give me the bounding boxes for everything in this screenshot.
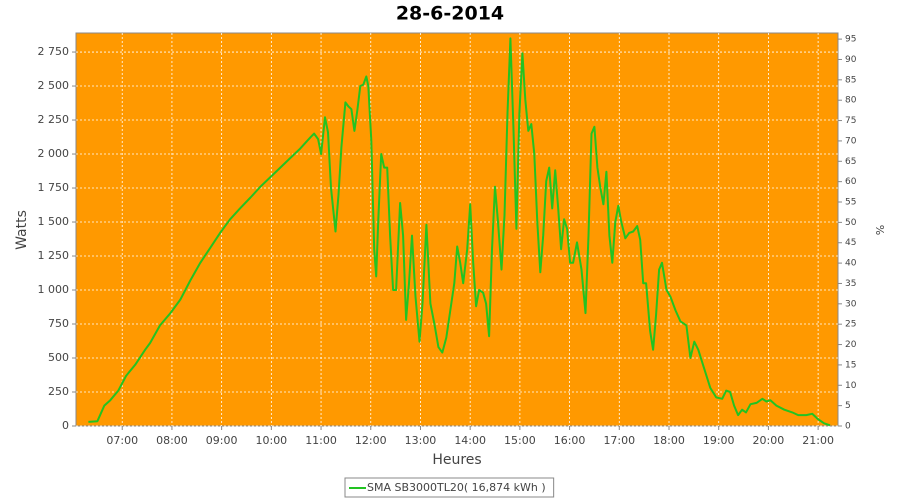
y2-tick-label: 10	[845, 381, 857, 391]
y2-tick-label: 55	[845, 198, 856, 208]
y-tick-label: 1 500	[38, 215, 70, 228]
y-tick-label: 2 500	[38, 79, 70, 92]
y2-tick-label: 25	[845, 320, 856, 330]
y2-tick-label: 50	[845, 218, 857, 228]
x-tick-label: 17:00	[603, 434, 635, 447]
y-tick-label: 500	[48, 351, 69, 364]
y2-tick-label: 35	[845, 279, 856, 289]
x-tick-label: 18:00	[653, 434, 685, 447]
x-tick-label: 21:00	[802, 434, 834, 447]
y2-tick-label: 90	[845, 55, 857, 65]
y2-tick-label: 95	[845, 35, 856, 45]
x-tick-label: 19:00	[703, 434, 735, 447]
x-tick-label: 14:00	[454, 434, 486, 447]
x-tick-label: 13:00	[405, 434, 437, 447]
y-tick-label: 0	[62, 419, 69, 432]
y2-tick-label: 80	[845, 96, 857, 106]
y2-tick-label: 85	[845, 75, 856, 85]
y-tick-label: 750	[48, 317, 69, 330]
x-axis-label: Heures	[432, 452, 481, 468]
y-tick-label: 2 250	[38, 113, 70, 126]
y2-tick-label: 30	[845, 299, 857, 309]
y2-tick-label: 45	[845, 238, 856, 248]
x-tick-label: 16:00	[554, 434, 586, 447]
y-tick-label: 1 000	[38, 283, 70, 296]
y-tick-label: 1 750	[38, 181, 70, 194]
y2-tick-label: 75	[845, 116, 856, 126]
legend-box	[344, 477, 555, 498]
y-tick-label: 250	[48, 385, 69, 398]
y2-tick-label: 5	[845, 401, 851, 411]
y-tick-label: 2 000	[38, 147, 70, 160]
chart-title: 28-6-2014	[396, 3, 504, 25]
y-axis-label: Watts	[14, 210, 30, 250]
x-tick-label: 20:00	[753, 434, 785, 447]
y2-tick-label: 0	[845, 422, 851, 432]
y2-axis-label: %	[874, 225, 887, 235]
y-tick-label: 1 250	[38, 249, 70, 262]
x-tick-label: 09:00	[206, 434, 238, 447]
data-line	[88, 37, 831, 427]
x-tick-label: 11:00	[305, 434, 337, 447]
x-tick-label: 10:00	[255, 434, 287, 447]
y2-tick-label: 15	[845, 360, 856, 370]
x-tick-label: 07:00	[106, 434, 138, 447]
x-tick-label: 15:00	[504, 434, 536, 447]
y2-tick-label: 70	[845, 136, 857, 146]
y2-tick-label: 40	[845, 259, 857, 269]
plot-area	[75, 32, 839, 427]
y2-tick-label: 65	[845, 157, 856, 167]
y2-tick-label: 20	[845, 340, 857, 350]
y-tick-label: 2 750	[38, 45, 70, 58]
x-tick-label: 08:00	[156, 434, 188, 447]
x-tick-label: 12:00	[355, 434, 387, 447]
legend-entry: SMA SB3000TL20( 16,874 kWh )	[367, 481, 546, 494]
y2-tick-label: 60	[845, 177, 857, 187]
